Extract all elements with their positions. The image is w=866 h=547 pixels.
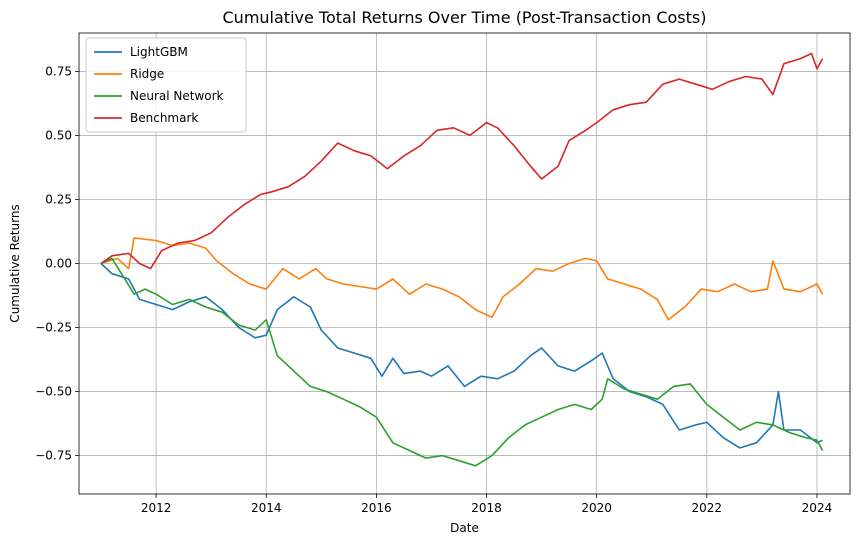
x-tick-label: 2016 <box>361 501 392 515</box>
x-axis: 2012 2014 2016 2018 2020 2022 2024 <box>141 494 832 515</box>
y-tick-label: 0.00 <box>45 257 72 271</box>
grid <box>79 33 850 494</box>
legend-label: Ridge <box>130 67 164 81</box>
legend: LightGBM Ridge Neural Network Benchmark <box>85 37 247 133</box>
y-tick-label: −0.25 <box>35 321 72 335</box>
legend-label: Neural Network <box>130 89 224 103</box>
legend-label: LightGBM <box>130 45 188 59</box>
legend-box <box>85 37 247 133</box>
x-tick-label: 2022 <box>692 501 723 515</box>
legend-label: Benchmark <box>130 111 198 125</box>
chart-title: Cumulative Total Returns Over Time (Post… <box>223 8 707 27</box>
series-line-neural-network <box>100 257 824 467</box>
y-tick-label: −0.75 <box>35 449 72 463</box>
series-lines <box>100 52 824 467</box>
y-tick-label: 0.50 <box>45 128 72 142</box>
series-line-ridge <box>100 237 824 321</box>
y-axis-label: Cumulative Returns <box>8 204 22 322</box>
y-tick-label: 0.75 <box>45 64 72 78</box>
series-line-benchmark <box>100 52 824 270</box>
y-tick-label: −0.50 <box>35 385 72 399</box>
x-tick-label: 2020 <box>581 501 612 515</box>
x-tick-label: 2014 <box>251 501 282 515</box>
x-tick-label: 2024 <box>802 501 833 515</box>
x-tick-label: 2018 <box>471 501 502 515</box>
x-tick-label: 2012 <box>141 501 172 515</box>
x-axis-label: Date <box>450 521 479 535</box>
y-axis: −0.75 −0.50 −0.25 0.00 0.25 0.50 0.75 <box>35 64 79 463</box>
y-tick-label: 0.25 <box>45 192 72 206</box>
